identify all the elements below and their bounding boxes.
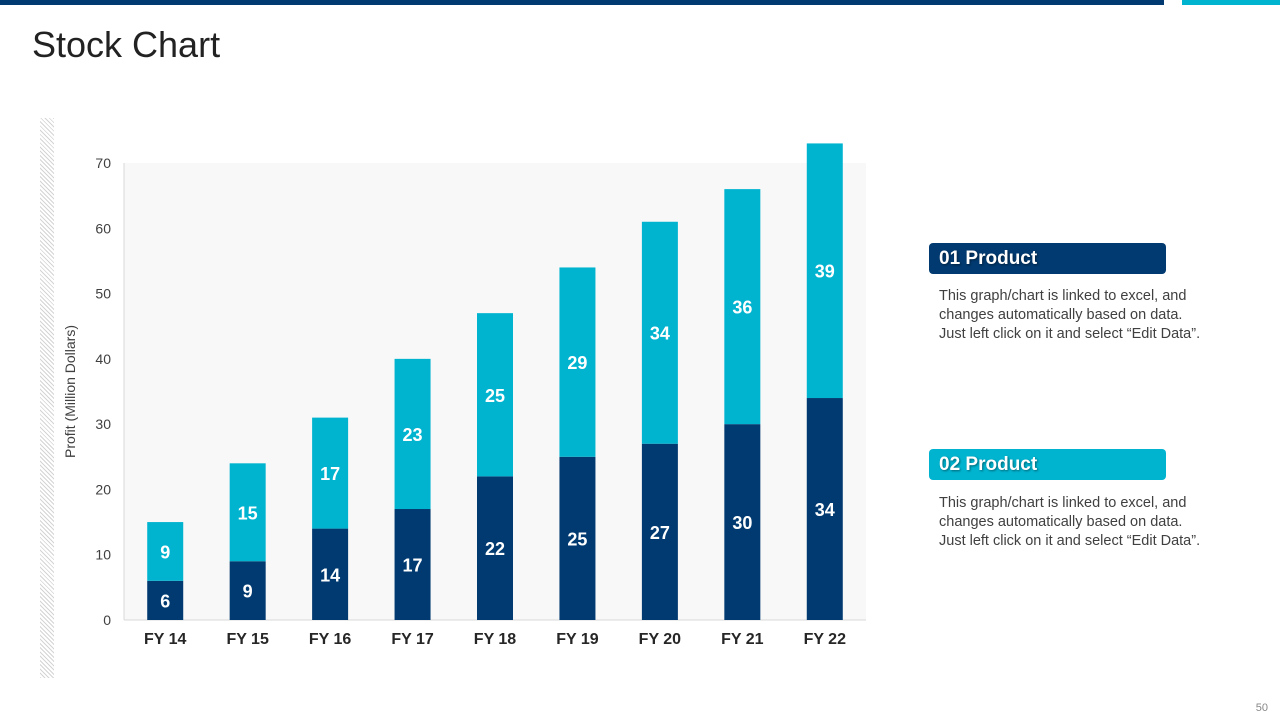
bar-2-fy-22 (806, 143, 843, 399)
page-number: 50 (1255, 702, 1268, 714)
y-tick-label-30: 30 (95, 416, 111, 432)
top-accent-bar-light (1182, 0, 1280, 5)
bar-2-fy-14 (147, 522, 184, 581)
legend-product-01-line-1: This graph/chart is linked to excel, and (939, 288, 1187, 304)
bar-2-fy-19 (559, 267, 596, 457)
bar-1-fy-16 (312, 528, 349, 620)
bar-2-fy-17 (394, 358, 431, 510)
legend-product-01-line-2: changes automatically based on data. (939, 307, 1183, 323)
y-tick-label-0: 0 (103, 612, 111, 628)
y-tick-label-10: 10 (95, 547, 111, 563)
x-tick-label-fy-18: FY 18 (474, 631, 517, 648)
x-tick-label-fy-22: FY 22 (804, 631, 847, 648)
data-label-2-fy-20: 34 (650, 324, 670, 344)
x-tick-label-fy-15: FY 15 (226, 631, 269, 648)
data-label-2-fy-21: 36 (732, 298, 752, 318)
x-tick-label-fy-16: FY 16 (309, 631, 352, 648)
data-label-2-fy-22: 39 (815, 262, 835, 282)
y-axis-title: Profit (Million Dollars) (62, 325, 78, 458)
legend-product-02-description: This graph/chart is linked to excel, and… (939, 494, 1259, 551)
data-label-1-fy-15: 9 (243, 582, 253, 602)
data-label-1-fy-17: 17 (403, 556, 423, 576)
legend-product-02-label: 02 Product (929, 449, 1166, 480)
bar-1-fy-14 (147, 580, 184, 620)
legend-product-01-description: This graph/chart is linked to excel, and… (939, 287, 1259, 344)
y-tick-label-20: 20 (95, 481, 111, 497)
bar-1-fy-22 (806, 398, 843, 620)
bar-1-fy-21 (724, 424, 761, 620)
bar-1-fy-20 (641, 443, 678, 620)
legend-product-02-line-2: changes automatically based on data. (939, 514, 1183, 530)
data-label-1-fy-20: 27 (650, 523, 670, 543)
data-label-2-fy-18: 25 (485, 386, 505, 406)
bar-1-fy-18 (477, 476, 513, 620)
x-tick-label-fy-21: FY 21 (721, 631, 764, 648)
bar-2-fy-18 (477, 313, 513, 477)
top-accent-bar-dark (0, 0, 1164, 5)
data-label-2-fy-15: 15 (238, 503, 258, 523)
y-tick-label-40: 40 (95, 351, 111, 367)
bar-2-fy-20 (641, 221, 678, 444)
legend-product-01-line-3: Just left click on it and select “Edit D… (939, 326, 1201, 342)
page-title: Stock Chart (32, 24, 221, 65)
bar-2-fy-21 (724, 189, 761, 425)
x-tick-label-fy-19: FY 19 (556, 631, 599, 648)
bar-1-fy-19 (559, 456, 596, 620)
y-tick-label-50: 50 (95, 286, 111, 302)
data-label-2-fy-19: 29 (567, 353, 587, 373)
data-label-1-fy-22: 34 (815, 500, 835, 520)
data-label-2-fy-17: 23 (403, 425, 423, 445)
data-label-2-fy-16: 17 (320, 464, 340, 484)
x-tick-label-fy-14: FY 14 (144, 631, 187, 648)
bar-1-fy-15 (229, 561, 266, 620)
bar-2-fy-15 (229, 463, 266, 562)
x-tick-label-fy-17: FY 17 (391, 631, 434, 648)
data-label-1-fy-21: 30 (732, 513, 752, 533)
data-label-1-fy-18: 22 (485, 539, 505, 559)
legend-product-02-line-3: Just left click on it and select “Edit D… (939, 533, 1201, 549)
bar-1-fy-17 (394, 509, 431, 620)
bar-2-fy-16 (312, 417, 349, 529)
legend-product-02-line-1: This graph/chart is linked to excel, and (939, 495, 1187, 511)
y-tick-label-60: 60 (95, 220, 111, 236)
data-label-1-fy-14: 6 (160, 591, 170, 611)
legend-product-01-label: 01 Product (929, 243, 1166, 274)
decorative-hatch-strip (40, 118, 54, 678)
data-label-2-fy-14: 9 (160, 542, 170, 562)
y-tick-label-70: 70 (95, 155, 111, 171)
data-label-1-fy-19: 25 (567, 529, 587, 549)
data-label-1-fy-16: 14 (320, 565, 340, 585)
x-tick-label-fy-20: FY 20 (639, 631, 682, 648)
